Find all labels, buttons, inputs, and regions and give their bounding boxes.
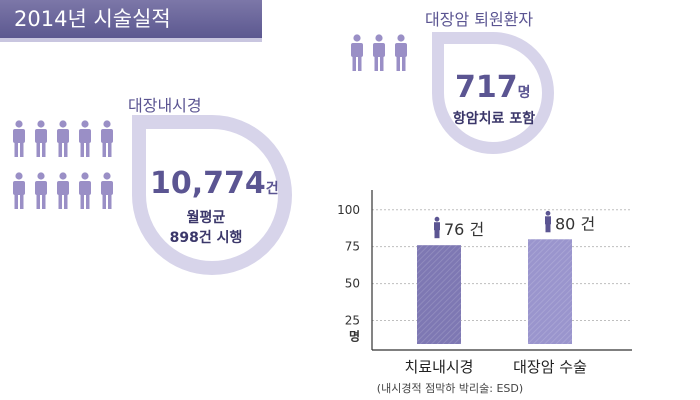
x-tick-label: 대장암 수술 — [513, 358, 587, 376]
left-sub-line1: 월평균 — [186, 210, 226, 226]
chart-footnote: (내시경적 점막하 박리술: ESD) — [377, 381, 523, 395]
data-label: 80 건 — [555, 214, 595, 233]
person-icon — [100, 120, 114, 158]
person-icon — [100, 172, 114, 210]
person-icon — [78, 120, 92, 158]
left-value-unit: 건 — [265, 181, 279, 197]
value-person-icon — [545, 210, 551, 216]
person-icon — [372, 34, 386, 72]
person-icon — [34, 120, 48, 158]
y-axis-label: 명 — [349, 329, 360, 343]
person-icon — [12, 172, 26, 210]
person-icon — [78, 172, 92, 210]
left-value-number: 10,774 — [150, 166, 266, 201]
left-heading: 대장내시경 — [128, 96, 202, 115]
left-subtext: 월평균 898건 시행 — [150, 208, 262, 248]
right-value-number: 717 — [455, 70, 518, 105]
right-value-unit: 명 — [517, 85, 531, 101]
value-person-icon — [545, 223, 551, 233]
value-person-icon — [434, 229, 440, 239]
right-heading: 대장암 퇴원환자 — [425, 10, 534, 29]
left-sub-line2: 898건 시행 — [169, 230, 243, 246]
bar-texture — [417, 245, 461, 344]
person-icon — [350, 34, 364, 72]
people-group-right — [350, 34, 415, 80]
left-ring — [132, 115, 292, 275]
page-title: 2014년 시술실적 — [0, 0, 262, 38]
person-icon — [56, 172, 70, 210]
y-tick-label: 25 — [345, 313, 360, 327]
person-icon — [56, 120, 70, 158]
title-underline — [0, 38, 262, 42]
data-label: 76 건 — [444, 220, 484, 239]
value-person-icon — [545, 216, 551, 225]
y-tick-label: 75 — [345, 240, 360, 254]
bar-texture — [528, 239, 572, 344]
right-value: 717명 — [455, 70, 531, 105]
left-value: 10,774건 — [150, 166, 279, 201]
y-tick-label: 50 — [345, 277, 360, 291]
x-tick-label: 치료내시경 — [404, 358, 473, 376]
person-icon — [12, 120, 26, 158]
value-person-icon — [434, 222, 440, 231]
right-subtext: 항암치료 포함 — [452, 111, 536, 127]
value-person-icon — [434, 216, 440, 222]
people-group-left — [12, 120, 122, 220]
y-tick-label: 100 — [337, 203, 360, 217]
person-icon — [34, 172, 48, 210]
person-icon — [394, 34, 408, 72]
right-ring — [432, 32, 554, 154]
